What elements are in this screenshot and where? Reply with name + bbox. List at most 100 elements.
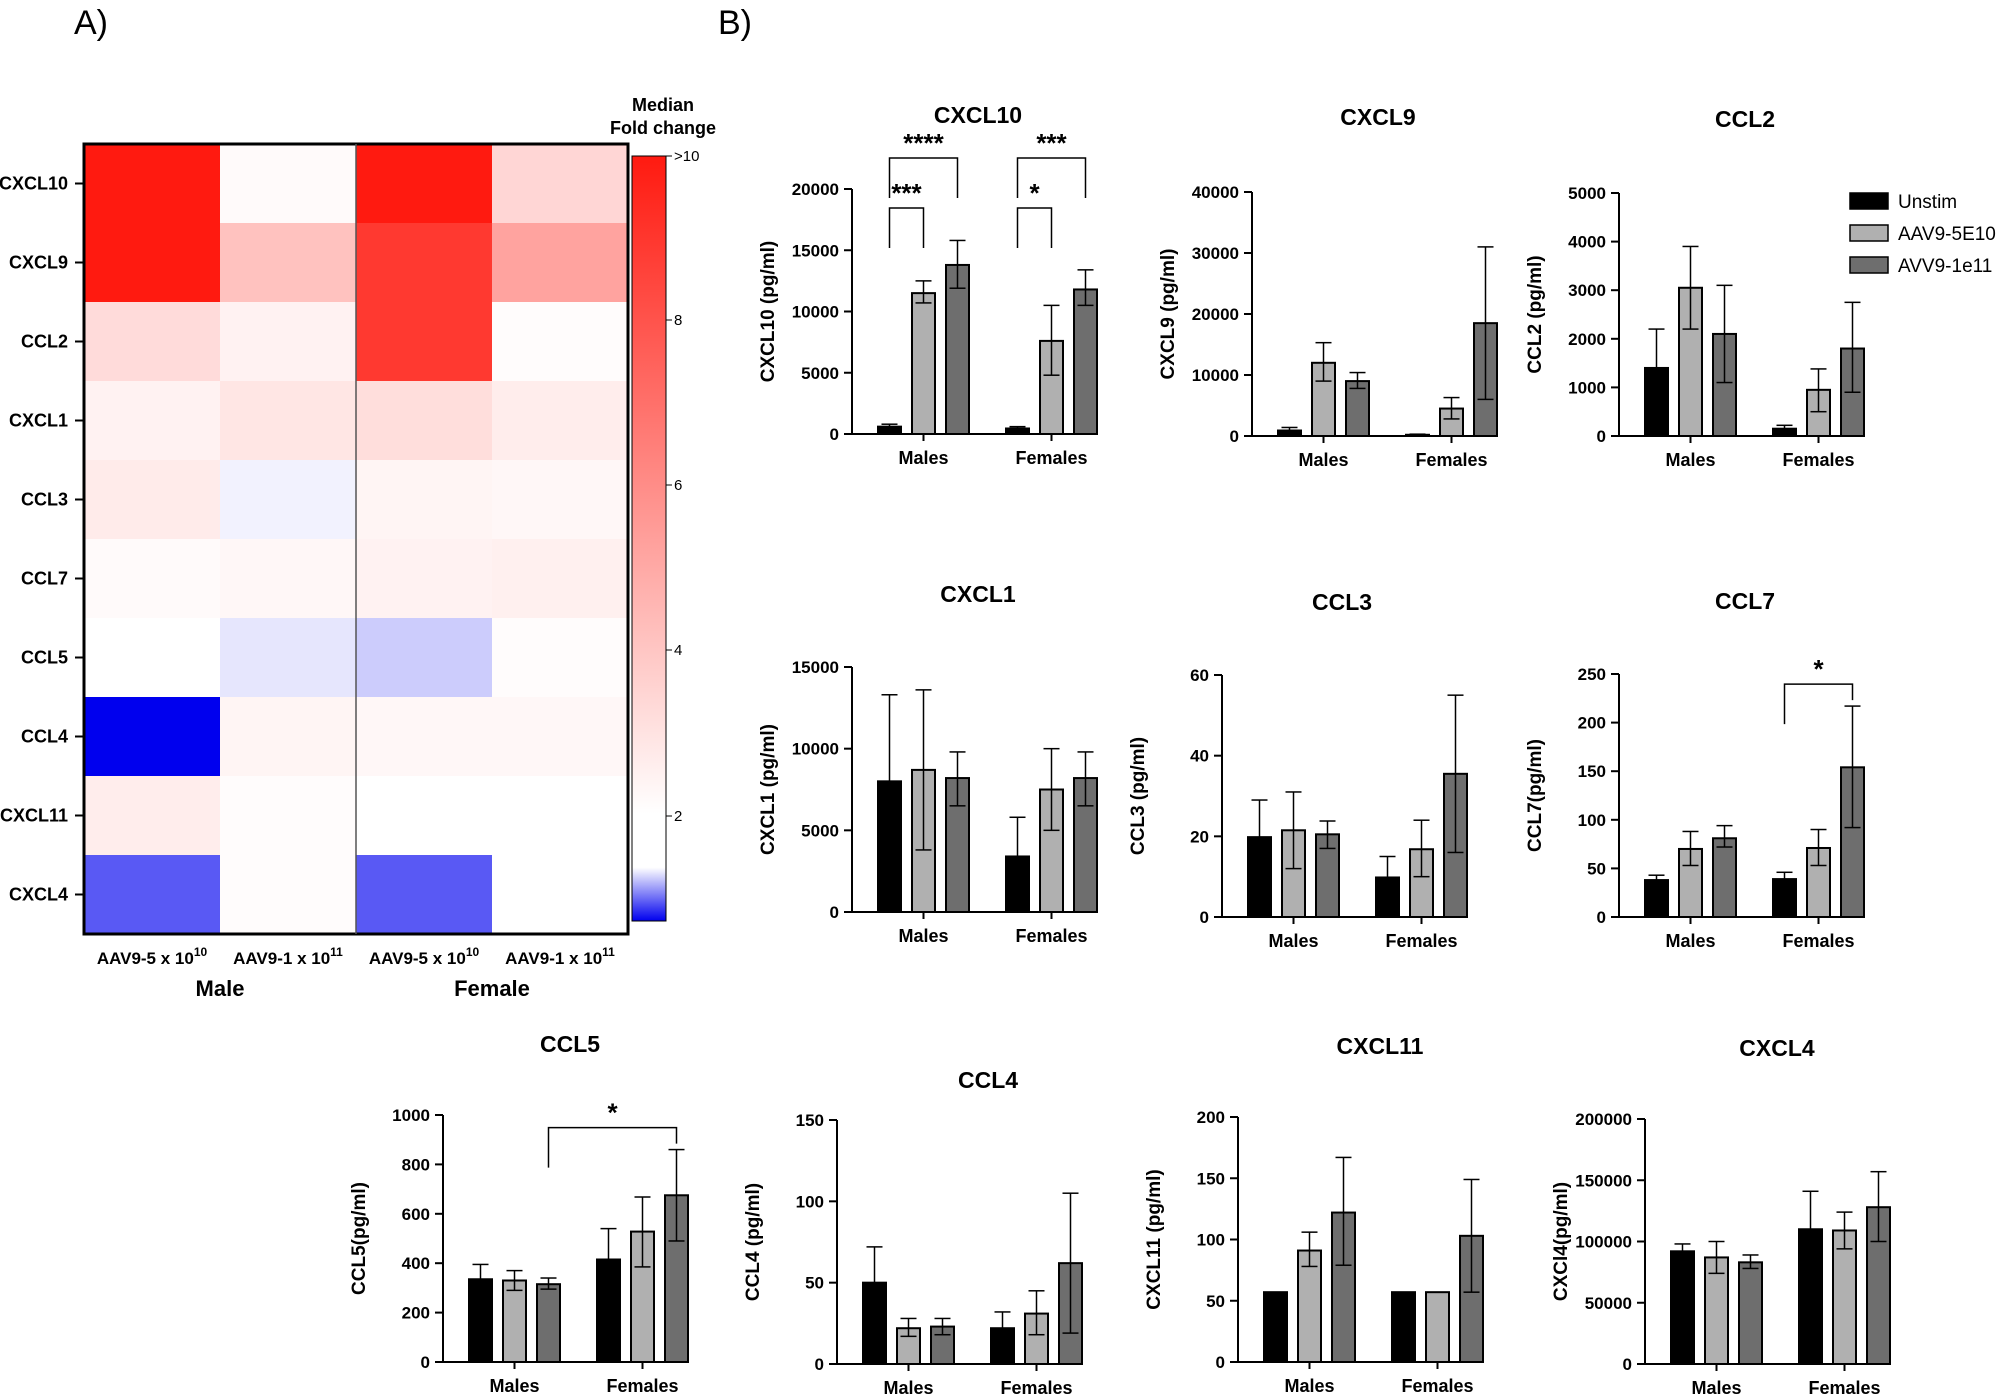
column-label-exponent: 11: [330, 945, 343, 959]
column-label-base: AAV9-5 x 10: [97, 949, 194, 968]
bar-unstim: [1263, 1291, 1288, 1364]
bar-chart-cxcl11: CXCL11 0 50 100 150 200 CXCL11 (pg/ml) Males Fem…: [1144, 1033, 1484, 1396]
y-axis-label: CCL4 (pg/ml): [743, 1183, 764, 1301]
x-tick-label: Females: [1015, 448, 1087, 468]
chart-title: CXCL11: [1337, 1033, 1424, 1059]
heatmap-group-label: Male: [196, 976, 245, 1001]
colorbar-title: Median: [632, 95, 694, 115]
heatmap-cell: [356, 460, 493, 540]
y-tick-label: 200: [402, 1304, 430, 1323]
y-tick-label: 200000: [1575, 1110, 1632, 1129]
x-tick-label: Males: [883, 1378, 933, 1398]
heatmap-cell: [356, 223, 493, 303]
chart-title: CXCL9: [1340, 104, 1415, 130]
y-tick-label: 800: [402, 1155, 430, 1174]
colorbar-tick-label: 8: [674, 312, 682, 329]
colorbar-tick-label: 4: [674, 642, 682, 659]
heatmap-cell: [84, 460, 221, 540]
bar-avv9-1e11: [1073, 288, 1098, 436]
y-tick-label: 400: [402, 1254, 430, 1273]
legend-label: AVV9-1e11: [1898, 256, 1992, 277]
x-tick-label: Females: [1401, 1376, 1473, 1396]
y-axis-label: CCL2 (pg/ml): [1525, 255, 1546, 373]
x-tick-label: Females: [606, 1376, 678, 1396]
x-tick-label: Males: [1268, 931, 1318, 951]
heatmap-cell: [84, 144, 221, 224]
legend-label: AAV9-5E10: [1898, 224, 1996, 245]
heatmap-cell: [492, 144, 629, 224]
y-tick-label: 15000: [792, 241, 839, 260]
bar-aav9-5e10: [1832, 1229, 1857, 1365]
significance-bracket: [1783, 683, 1854, 725]
y-tick-label: 0: [815, 1355, 824, 1374]
y-tick-label: 0: [421, 1353, 430, 1372]
y-axis-label: CXCl4(pg/ml): [1551, 1182, 1572, 1301]
y-tick-label: 50: [805, 1274, 824, 1293]
y-tick-label: 3000: [1568, 281, 1606, 300]
heatmap-cell: [356, 302, 493, 382]
significance-label: ****: [903, 128, 944, 158]
y-tick-label: 0: [1216, 1353, 1225, 1372]
heatmap-cell: [492, 302, 629, 382]
heatmap-cell: [220, 855, 357, 935]
bar-chart-ccl7: CCL7 0 50 100 150 200 250 CCL7(pg/ml) Males Femal…: [1525, 588, 1865, 951]
heatmap-cell: [492, 539, 629, 619]
heatmap-cell: [220, 697, 357, 777]
heatmap-column-label: AAV9-1 x 1011: [505, 945, 615, 968]
heatmap-cell: [492, 776, 629, 856]
chart-title: CCL3: [1312, 589, 1372, 615]
y-tick-label: 0: [1597, 427, 1606, 446]
heatmap-column-label: AAV9-5 x 1010: [97, 945, 208, 968]
heatmap-cell: [84, 539, 221, 619]
bar-aav9-5e10: [1425, 1291, 1450, 1364]
heatmap-cell: [356, 618, 493, 698]
heatmap-row-label: CCL2: [21, 332, 68, 352]
heatmap-cell: [492, 618, 629, 698]
y-tick-label: 100: [1578, 811, 1606, 830]
y-tick-label: 10000: [792, 303, 839, 322]
y-axis-label: CXCL9 (pg/ml): [1158, 249, 1179, 380]
bar-chart-ccl5: CCL5 0 200 400 600 800 1000 CCL5(pg/ml) Males Fem…: [349, 1031, 689, 1396]
y-tick-label: 0: [830, 425, 839, 444]
y-tick-label: 1000: [392, 1106, 430, 1125]
y-tick-label: 40: [1190, 747, 1209, 766]
significance-bracket: [1016, 207, 1053, 248]
y-tick-label: 0: [1230, 427, 1239, 446]
y-tick-label: 150000: [1575, 1171, 1632, 1190]
bar-avv9-1e11: [1345, 380, 1370, 438]
heatmap-cell: [356, 776, 493, 856]
y-tick-label: 50: [1587, 859, 1606, 878]
significance-label: ***: [1036, 128, 1067, 158]
bar-chart-ccl4: CCL4 0 50 100 150 CCL4 (pg/ml) Males Females: [743, 1067, 1083, 1398]
heatmap-row-label: CXCL9: [9, 253, 68, 273]
heatmap-row-label: CXCL4: [9, 885, 68, 905]
y-axis-label: CXCL11 (pg/ml): [1144, 1169, 1165, 1309]
panel-label-b: B): [718, 4, 752, 42]
chart-title: CXCL1: [940, 581, 1016, 607]
heatmap-cell: [84, 302, 221, 382]
y-tick-label: 30000: [1192, 244, 1239, 263]
y-tick-label: 5000: [1568, 184, 1606, 203]
bar-aav9-5e10: [911, 292, 936, 435]
bar-avv9-1e11: [536, 1283, 561, 1363]
y-tick-label: 50000: [1585, 1294, 1632, 1313]
heatmap-cell: [492, 381, 629, 461]
heatmap: CXCL10 CXCL9 CCL2 CXCL1 CCL3 CCL7 CCL5 CCL4 CXCL…: [0, 142, 630, 1001]
significance-label: ***: [891, 178, 922, 208]
significance-label: *: [607, 1098, 618, 1128]
panel-label-a: A): [74, 4, 108, 42]
heatmap-row-label: CCL7: [21, 569, 68, 589]
heatmap-cell: [84, 776, 221, 856]
column-label-exponent: 10: [194, 945, 208, 959]
significance-label: *: [1813, 654, 1824, 684]
significance-bracket: [547, 1126, 678, 1168]
x-tick-label: Males: [1665, 450, 1715, 470]
bar-unstim: [1391, 1291, 1416, 1364]
heatmap-cell: [220, 618, 357, 698]
heatmap-cell: [84, 618, 221, 698]
heatmap-cell: [84, 697, 221, 777]
heatmap-cell: [220, 776, 357, 856]
bar-aav9-5e10: [1297, 1249, 1322, 1364]
